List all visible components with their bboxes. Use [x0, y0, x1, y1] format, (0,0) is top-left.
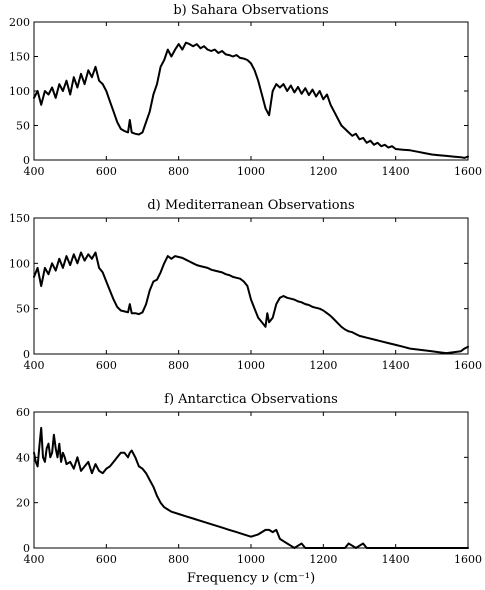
series-line-1 [33, 251, 469, 355]
x-axis-label: Frequency ν (cm⁻¹) [187, 571, 315, 586]
y-tick-label: 200 [9, 16, 30, 29]
y-tick-label: 20 [16, 497, 30, 510]
y-tick-label: 60 [16, 406, 30, 419]
x-tick-label: 800 [168, 553, 189, 566]
x-tick-label: 1600 [454, 359, 482, 372]
x-tick-label: 1200 [309, 553, 337, 566]
x-tick-label: 600 [96, 359, 117, 372]
chart-title: d) Mediterranean Observations [147, 198, 354, 213]
y-tick-label: 0 [23, 542, 30, 555]
x-tick-label: 1000 [237, 359, 265, 372]
x-tick-label: 600 [96, 553, 117, 566]
axes-frame [33, 21, 469, 161]
x-tick-label: 1400 [382, 165, 410, 178]
chart-title: f) Antarctica Observations [164, 392, 338, 407]
series-line-1 [33, 426, 469, 549]
y-tick-label: 100 [9, 257, 30, 270]
x-tick-label: 1000 [237, 553, 265, 566]
y-tick-label: 100 [9, 85, 30, 98]
chart-title: b) Sahara Observations [173, 3, 328, 18]
x-tick-label: 1400 [382, 553, 410, 566]
y-tick-label: 0 [23, 348, 30, 361]
y-tick-label: 150 [9, 212, 30, 225]
y-tick-label: 150 [9, 51, 30, 64]
x-tick-label: 800 [168, 165, 189, 178]
x-tick-label: 1200 [309, 165, 337, 178]
axes-frame [33, 411, 469, 549]
y-tick-label: 50 [16, 120, 30, 133]
x-tick-label: 1600 [454, 553, 482, 566]
x-tick-label: 800 [168, 359, 189, 372]
y-tick-label: 40 [16, 451, 30, 464]
x-tick-label: 1000 [237, 165, 265, 178]
x-tick-label: 400 [24, 165, 45, 178]
x-tick-label: 600 [96, 165, 117, 178]
y-tick-label: 0 [23, 154, 30, 167]
panel-2: d) Mediterranean Observations 400 600 800 10… [9, 198, 482, 372]
x-tick-label: 400 [24, 359, 45, 372]
y-tick-label: 50 [16, 303, 30, 316]
axes-frame [33, 217, 469, 355]
series-line-1 [33, 41, 469, 159]
x-tick-label: 400 [24, 553, 45, 566]
x-tick-label: 1400 [382, 359, 410, 372]
x-tick-label: 1200 [309, 359, 337, 372]
x-tick-label: 1600 [454, 165, 482, 178]
